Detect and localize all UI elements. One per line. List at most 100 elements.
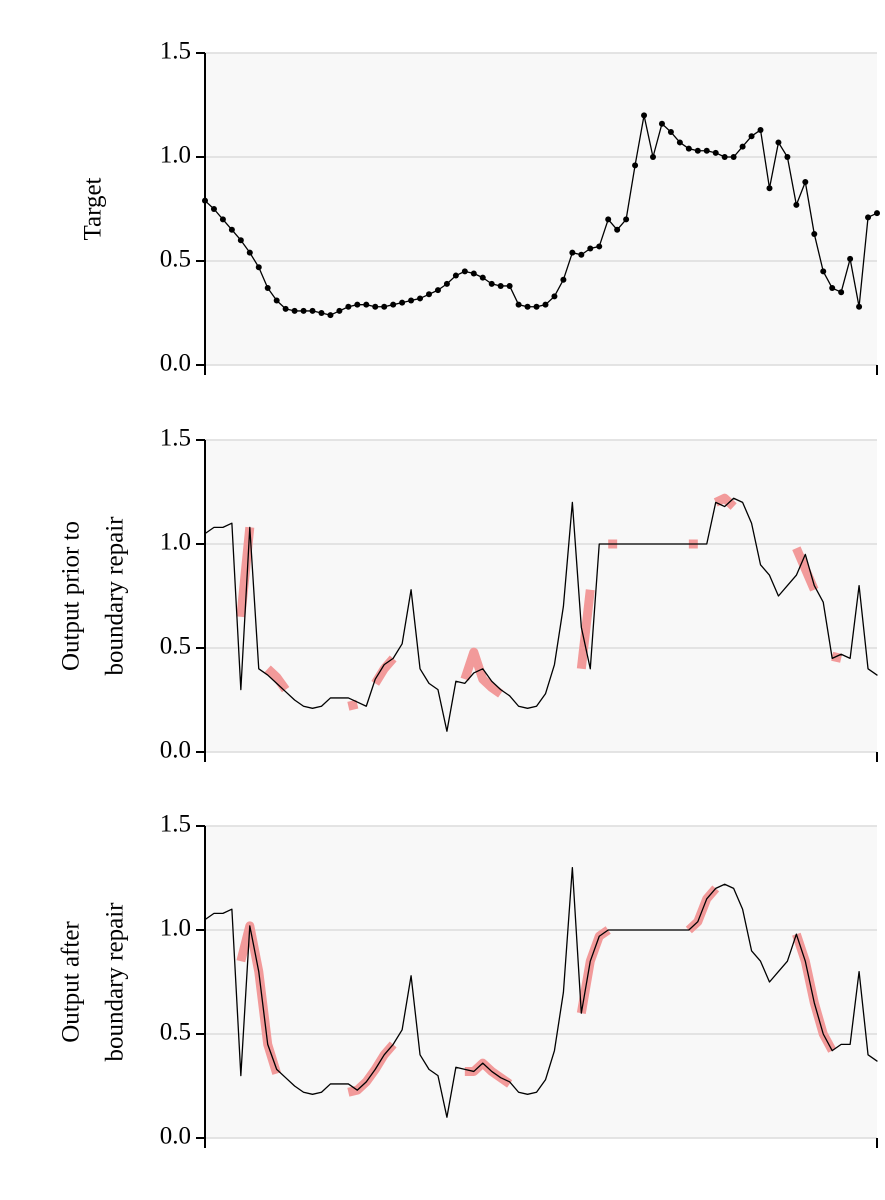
marker	[596, 243, 603, 250]
marker	[291, 307, 298, 314]
y-tick-label: 1.0	[160, 915, 191, 942]
marker	[721, 154, 728, 160]
y-axis-label: boundary repair	[102, 902, 129, 1062]
line	[204, 866, 878, 1118]
marker	[730, 154, 737, 160]
marker	[587, 245, 594, 252]
marker	[417, 295, 424, 302]
marker	[452, 272, 459, 279]
marker	[784, 154, 791, 160]
y-tick-label: 0.0	[160, 350, 191, 377]
repair-highlight	[236, 526, 255, 618]
marker	[497, 282, 504, 289]
marker	[309, 307, 316, 314]
repair-highlight	[713, 493, 737, 510]
marker	[623, 216, 630, 223]
y-axis-label: Output after	[58, 921, 85, 1043]
marker	[802, 178, 809, 185]
marker	[685, 145, 692, 152]
marker	[667, 129, 674, 136]
marker	[515, 301, 522, 308]
repair-highlight	[460, 647, 504, 698]
marker	[874, 210, 880, 217]
y-tick-label: 1.0	[160, 529, 191, 556]
marker	[255, 264, 262, 271]
marker	[641, 112, 648, 119]
marker	[372, 303, 379, 310]
repair-highlight	[347, 699, 359, 711]
marker	[479, 274, 486, 281]
marker	[757, 126, 764, 133]
marker	[748, 133, 755, 140]
marker	[327, 312, 334, 319]
plot-area	[205, 440, 877, 752]
repair-highlight	[264, 665, 290, 693]
y-tick-label: 1.5	[160, 425, 191, 452]
marker	[363, 301, 370, 308]
line	[204, 497, 878, 732]
marker	[345, 303, 352, 310]
marker	[506, 282, 513, 289]
marker	[381, 303, 388, 310]
marker	[829, 285, 836, 292]
marker	[524, 303, 531, 310]
marker	[614, 226, 621, 233]
marker	[551, 293, 558, 300]
marker	[712, 149, 719, 156]
marker	[408, 297, 415, 304]
marker	[390, 301, 397, 308]
marker	[434, 287, 441, 294]
marker	[488, 280, 495, 287]
y-axis-label: Output prior to	[58, 521, 85, 671]
marker	[443, 280, 450, 287]
marker	[354, 301, 361, 308]
marker	[210, 206, 217, 212]
marker	[569, 249, 576, 256]
marker	[856, 303, 863, 310]
repair-highlight	[831, 651, 843, 663]
marker	[766, 185, 773, 192]
marker	[246, 249, 253, 256]
marker	[542, 301, 549, 308]
marker	[560, 276, 567, 283]
marker	[793, 201, 800, 208]
marker	[739, 143, 746, 150]
marker	[219, 216, 226, 223]
marker	[650, 154, 656, 160]
marker	[264, 285, 271, 292]
marker	[237, 237, 244, 244]
marker	[605, 216, 612, 223]
marker	[847, 255, 854, 262]
y-tick-label: 1.0	[160, 142, 191, 169]
marker	[426, 291, 432, 298]
y-tick-label: 1.5	[160, 811, 191, 838]
marker	[775, 139, 782, 146]
marker	[703, 147, 710, 154]
y-tick-label: 0.5	[160, 246, 191, 273]
marker	[318, 310, 325, 316]
y-tick-label: 1.5	[160, 38, 191, 65]
marker	[300, 307, 307, 314]
marker	[676, 139, 683, 146]
plot-area	[205, 53, 877, 365]
marker	[578, 251, 585, 258]
plot-area	[205, 826, 877, 1138]
y-axis-label: boundary repair	[102, 516, 129, 676]
y-tick-label: 0.0	[160, 737, 191, 764]
marker	[399, 299, 406, 306]
line	[204, 114, 878, 316]
y-tick-label: 0.5	[160, 633, 191, 660]
marker	[820, 268, 827, 275]
y-axis-label: Target	[80, 177, 107, 240]
y-tick-label: 0.5	[160, 1019, 191, 1046]
marker	[470, 270, 477, 277]
marker	[282, 305, 289, 312]
repair-highlight	[792, 546, 819, 592]
marker	[461, 268, 468, 275]
marker	[658, 120, 665, 127]
repair-highlight	[371, 655, 397, 686]
y-tick-label: 0.0	[160, 1123, 191, 1150]
marker	[533, 303, 540, 310]
marker	[838, 289, 845, 296]
